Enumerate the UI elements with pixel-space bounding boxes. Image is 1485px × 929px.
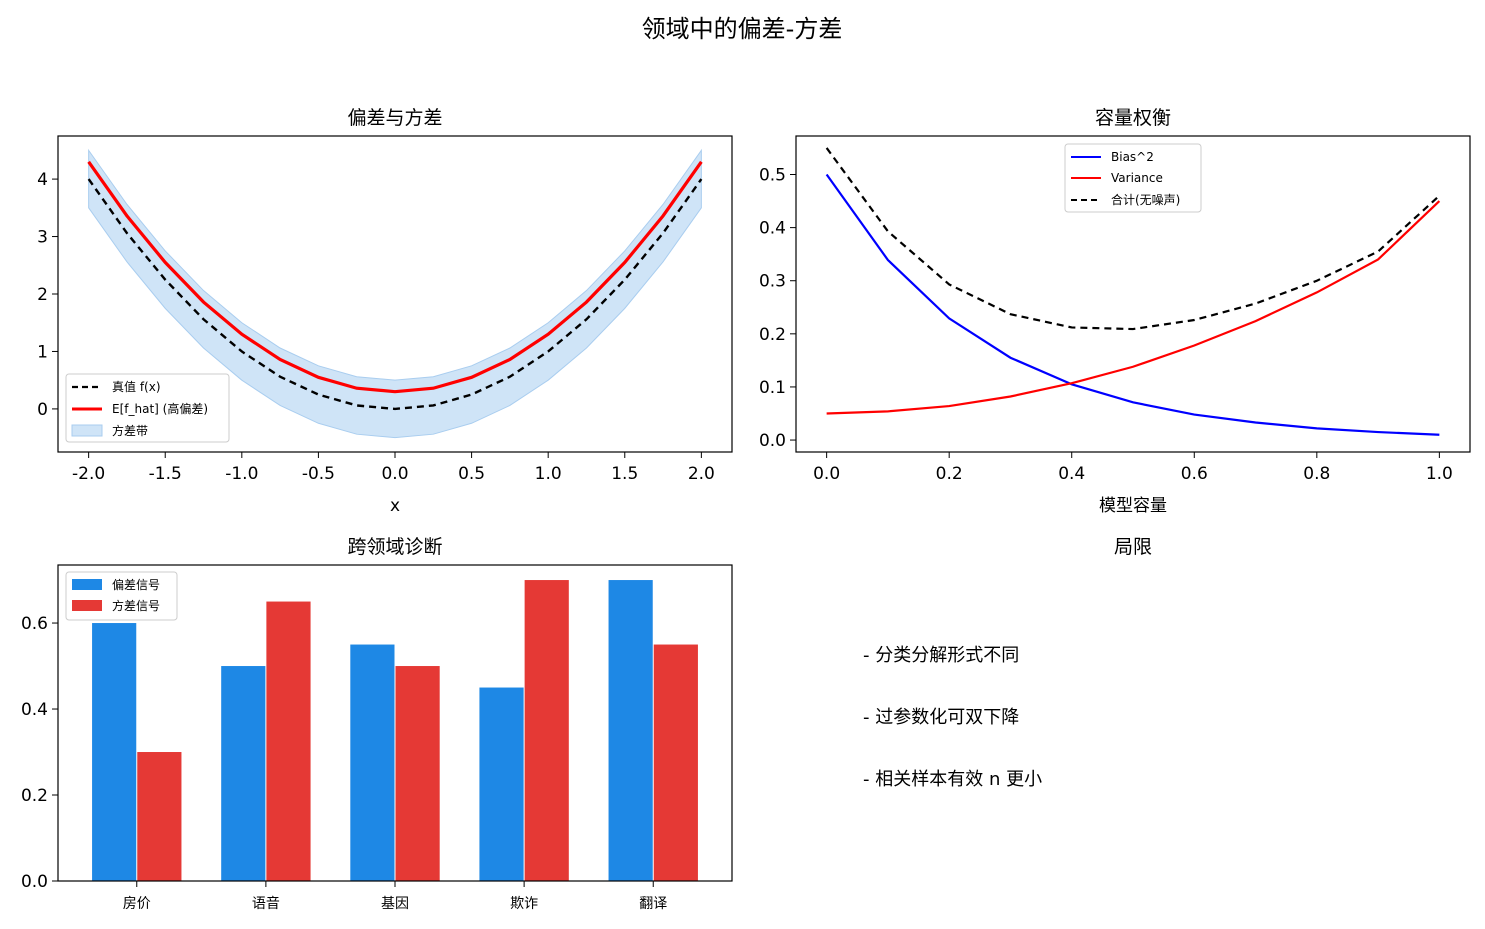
series-line-truth [87,178,703,411]
bar-bias [350,644,395,881]
legend-label: E[f_hat] (高偏差) [112,401,208,416]
y-tick-label: 0.1 [759,378,786,398]
x-tick-label: 语音 [252,895,280,912]
y-tick-label: 2 [37,285,48,305]
legend-label: 真值 f(x) [112,379,161,394]
series-line-variance [826,200,1441,415]
x-tick-label: 1.0 [535,464,562,484]
x-axis-label: 模型容量 [1099,496,1167,516]
bar-variance [653,644,698,881]
x-tick-label: 0.6 [1181,464,1208,484]
x-tick-label: -0.5 [302,464,335,484]
bar-bias [608,580,653,881]
y-tick-label: 0.6 [21,614,48,634]
legend-swatch-band [71,424,103,437]
bar-variance [266,601,311,881]
y-tick-label: 0.2 [21,786,48,806]
x-tick-label: 欺诈 [510,896,538,912]
x-tick-label: 0.4 [1058,464,1085,484]
y-tick-label: 1 [37,342,48,362]
x-axis-label: x [390,496,400,516]
variance-band [88,148,702,439]
limit-item: - 相关样本有效 n 更小 [863,769,1042,790]
legend-swatch-variance [72,600,102,611]
y-tick-label: 0.0 [21,872,48,892]
legend-label: Bias^2 [1111,150,1154,164]
legend: Bias^2 Variance 合计(无噪声) [1064,143,1202,213]
panel-title: 局限 [1114,536,1152,558]
x-tick-label: -1.5 [149,464,182,484]
series-line-estimate [87,160,703,394]
figure-title: 领域中的偏差-方差 [642,15,843,43]
y-tick-label: 0.5 [759,166,786,186]
x-tick-label: 2.0 [688,464,715,484]
x-tick-label: 1.0 [1426,464,1453,484]
y-tick-label: 4 [37,170,48,190]
panel-title: 容量权衡 [1095,107,1171,129]
x-tick-label: 1.5 [611,464,638,484]
y-tick-label: 0 [37,400,48,420]
panel-title: 偏差与方差 [347,107,442,129]
y-tick-label: 0.3 [759,272,786,292]
x-tick-label: -2.0 [72,464,105,484]
x-tick-label: 基因 [381,895,409,912]
bias-variance-panel: 偏差与方差 -2.0 -1.5 -1.0 -0.5 0.0 0.5 1.0 1.5 2.0 0 1… [37,107,733,516]
y-tick-label: 0.0 [759,431,786,451]
series-line-bias [825,173,1440,436]
x-tick-label: 0.8 [1303,464,1330,484]
bar-variance [395,666,440,881]
legend-label: 方差信号 [112,598,160,613]
plot-frame [795,135,1471,453]
legend-label: 方差带 [112,423,148,438]
series-line-total [825,147,1441,331]
y-tick-label: 0.4 [21,700,48,720]
x-tick-label: 翻译 [639,896,667,912]
x-tick-label: 0.0 [813,464,840,484]
bar-variance [524,580,569,881]
legend: 真值 f(x) E[f_hat] (高偏差) 方差带 [65,373,230,443]
limit-item: - 分类分解形式不同 [863,645,1019,666]
limits-panel: 局限 - 分类分解形式不同 - 过参数化可双下降 - 相关样本有效 n 更小 [863,536,1152,790]
limit-item: - 过参数化可双下降 [863,707,1019,728]
y-tick-label: 0.2 [759,325,786,345]
legend-label: 合计(无噪声) [1111,192,1180,207]
capacity-tradeoff-panel: 容量权衡 0.0 0.2 0.4 0.6 0.8 1.0 0.0 0.1 0.2 0.3 0.4 0… [759,107,1471,516]
bar-bias [221,666,266,881]
y-tick-label: 0.4 [759,219,786,239]
x-tick-label: 房价 [123,896,151,912]
x-tick-label: 0.2 [936,464,963,484]
legend-swatch-bias [72,579,102,590]
bar-bias [479,687,524,881]
bar-variance [137,752,182,881]
cross-domain-panel: 跨领域诊断 房价 语音 基因 欺诈 翻译 0.0 0.2 0.4 0.6 偏差信号 方差信号 [21,536,733,912]
panel-title: 跨领域诊断 [347,536,442,558]
y-tick-label: 3 [37,228,48,248]
x-tick-label: 0.5 [458,464,485,484]
legend-label: Variance [1111,171,1163,185]
legend-label: 偏差信号 [112,577,160,592]
bar-bias [92,623,137,881]
x-tick-label: 0.0 [381,464,408,484]
legend: 偏差信号 方差信号 [65,571,178,621]
x-tick-label: -1.0 [225,464,258,484]
